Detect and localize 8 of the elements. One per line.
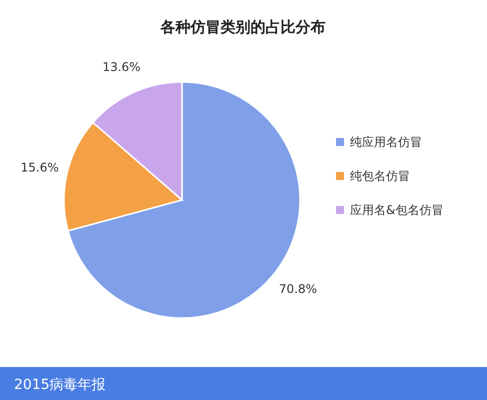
legend-label: 纯包名仿冒: [350, 169, 410, 183]
text: 2015病毒年报: [14, 377, 106, 393]
chart-title: 各种仿冒类别的占比分布: [160, 18, 326, 36]
data-label: 70.8%: [278, 282, 317, 296]
data-label: 13.6%: [102, 60, 141, 74]
legend-label: 应用名&包名仿冒: [350, 203, 444, 217]
data-label: 15.6%: [20, 160, 59, 174]
legend-label: 纯应用名仿冒: [350, 135, 422, 149]
